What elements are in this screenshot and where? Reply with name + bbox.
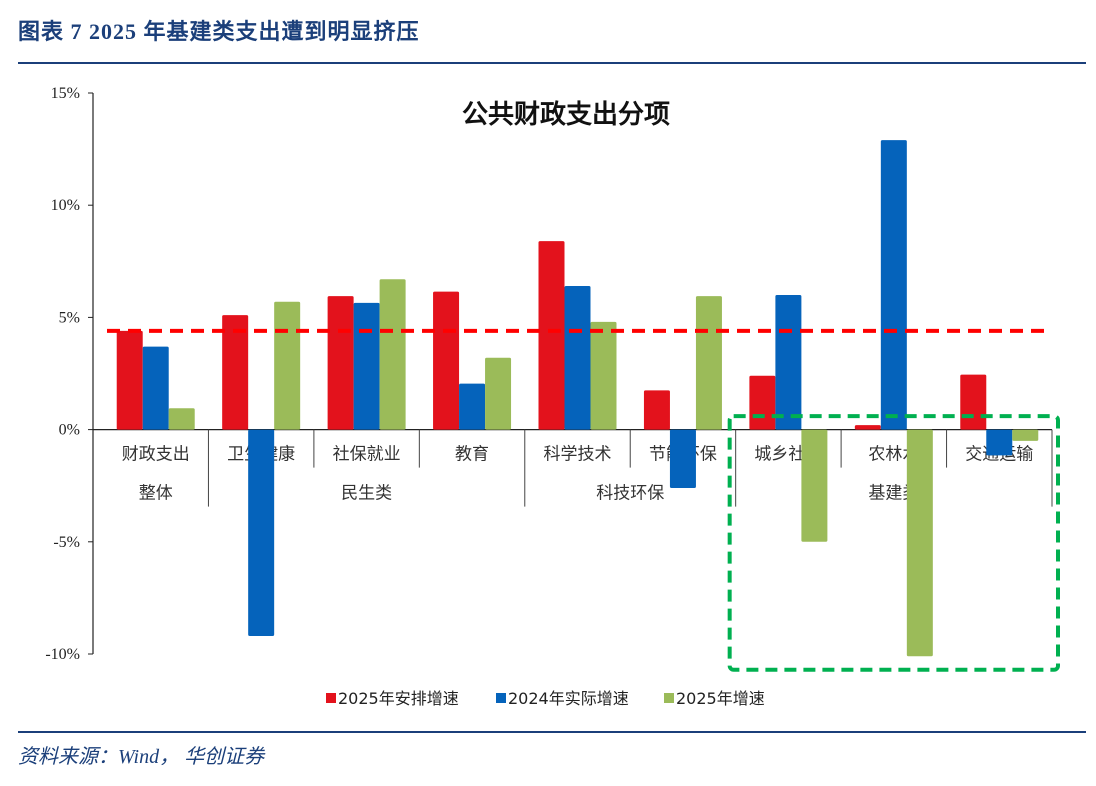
bar (960, 374, 987, 430)
bar (538, 241, 565, 430)
legend-label: 2024年实际增速 (508, 689, 629, 708)
y-tick-label: 10% (51, 197, 80, 214)
bar (116, 330, 143, 430)
bar (590, 321, 617, 430)
bar (1012, 429, 1039, 441)
y-tick-label: -5% (53, 534, 80, 551)
bar (379, 279, 406, 430)
legend-swatch (326, 693, 336, 703)
source-divider (18, 731, 1086, 733)
bars (116, 140, 1039, 657)
bar (775, 294, 802, 430)
group-label: 整体 (139, 484, 173, 504)
legend-swatch (496, 693, 506, 703)
group-label: 民生类 (341, 484, 392, 504)
group-label: 基建类 (868, 484, 919, 504)
category-label: 社保就业 (333, 445, 401, 465)
group-label: 科技环保 (596, 484, 664, 504)
legend-label: 2025年安排增速 (338, 689, 459, 708)
title-divider (18, 62, 1086, 64)
bar (142, 346, 169, 430)
y-tick-label: 0% (59, 422, 80, 439)
bar (222, 315, 249, 430)
y-tick-label: 15% (51, 85, 80, 102)
bar (274, 301, 301, 430)
bar (880, 140, 907, 430)
overlays (107, 328, 1061, 672)
bar (459, 383, 486, 430)
bar (168, 408, 195, 430)
bar (669, 429, 696, 488)
bar (248, 429, 275, 637)
bar (854, 425, 881, 430)
category-label: 农林水 (868, 445, 919, 465)
chart-title: 公共财政支出分项 (462, 99, 670, 130)
legend-label: 2025年增速 (676, 689, 765, 708)
bar (749, 375, 776, 430)
bar (433, 291, 460, 430)
bar (327, 296, 354, 430)
category-label: 财政支出 (122, 445, 190, 465)
figure-title: 图表 7 2025 年基建类支出遭到明显挤压 (18, 19, 420, 44)
category-label: 教育 (455, 445, 489, 465)
bar (643, 390, 670, 430)
y-tick-label: -10% (45, 646, 80, 663)
bar (801, 429, 828, 542)
category-label: 科学技术 (544, 445, 612, 465)
bar (906, 429, 933, 657)
y-tick-label: 5% (59, 309, 80, 326)
highlight-box (727, 414, 1061, 672)
legend: 2025年安排增速 2024年实际增速 2025年增速 (326, 689, 765, 708)
legend-swatch (664, 693, 674, 703)
bar (986, 429, 1013, 456)
bar (353, 302, 380, 430)
bar (695, 296, 722, 430)
source-note: 资料来源：Wind， 华创证券 (18, 746, 265, 768)
bar (485, 357, 512, 430)
bar (564, 285, 591, 430)
